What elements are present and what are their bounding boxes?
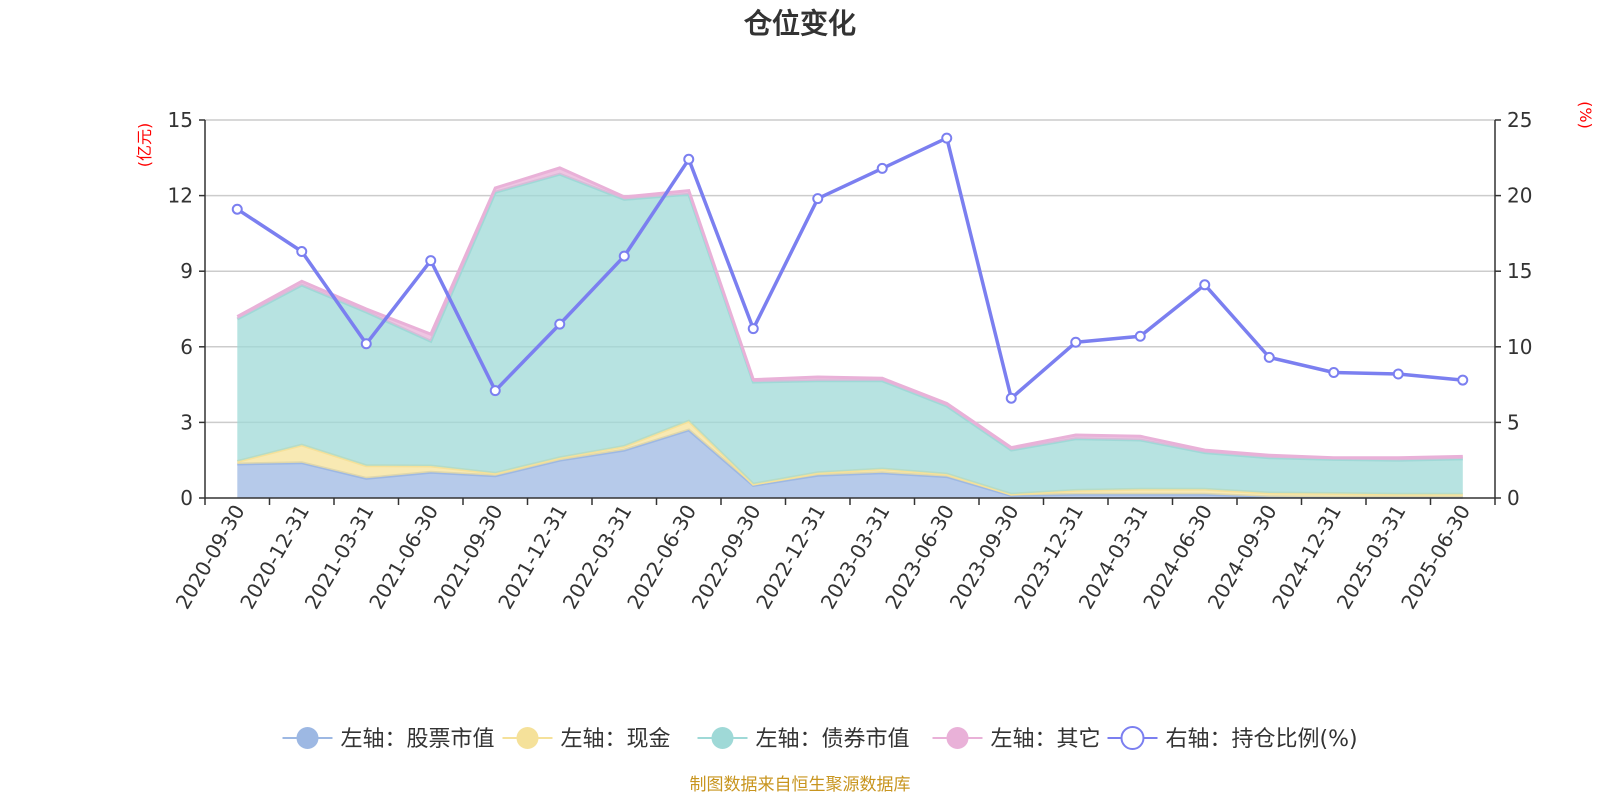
- right-tick-label: 20: [1507, 184, 1532, 208]
- right-tick-label: 15: [1507, 259, 1532, 283]
- legend-swatch-marker: [296, 727, 319, 749]
- left-tick-label: 6: [180, 335, 193, 359]
- ratio-point: [1070, 336, 1082, 348]
- ratio-point: [618, 250, 630, 262]
- left-tick-label: 3: [180, 410, 193, 434]
- right-tick-label: 0: [1507, 486, 1520, 510]
- ratio-point: [683, 153, 695, 165]
- ratio-point: [231, 203, 243, 215]
- left-tick-label: 0: [180, 486, 193, 510]
- legend-label: 左轴：债券市值: [756, 727, 910, 752]
- right-tick-label: 10: [1507, 335, 1532, 359]
- ratio-point: [1199, 279, 1211, 291]
- ratio-point: [1263, 351, 1275, 363]
- ratio-point: [360, 338, 372, 350]
- right-tick-label: 5: [1507, 410, 1520, 434]
- left-tick-label: 9: [180, 259, 193, 283]
- ratio-line: [236, 136, 1463, 400]
- legend-swatch-marker: [516, 727, 539, 749]
- right-tick-label: 25: [1507, 108, 1532, 132]
- source-note: 制图数据来自恒生聚源数据库: [690, 775, 911, 795]
- left-axis-unit: (亿元): [135, 123, 154, 168]
- area-series-edge-3: [236, 166, 1463, 460]
- ratio-point: [425, 255, 437, 267]
- area-series-0: [237, 430, 1463, 498]
- x-tick-label: 2025-06-30: [1396, 501, 1475, 614]
- legend-label: 右轴：持仓比例(%): [1166, 727, 1358, 752]
- ratio-point: [1134, 330, 1146, 342]
- legend-item-3: 左轴：其它: [932, 727, 1101, 752]
- left-tick-label: 15: [168, 108, 193, 132]
- legend-item-4: 右轴：持仓比例(%): [1107, 726, 1358, 752]
- ratio-point: [876, 162, 888, 174]
- legend-label: 左轴：股票市值: [341, 727, 495, 752]
- ratio-line-layer: [231, 132, 1469, 404]
- legend-swatch-marker: [946, 727, 969, 749]
- ratio-point: [489, 385, 501, 397]
- ratio-point: [1392, 368, 1404, 380]
- ratio-point: [941, 132, 953, 144]
- legend-item-0: 左轴：股票市值: [282, 727, 495, 752]
- right-axis-unit: (%): [1576, 101, 1595, 129]
- legend-swatch-marker: [1120, 726, 1145, 750]
- chart-title: 仓位变化: [744, 7, 856, 40]
- ratio-point: [1005, 392, 1017, 404]
- area-series-2: [237, 174, 1463, 495]
- ratio-point: [554, 318, 566, 330]
- legend-label: 左轴：现金: [561, 727, 671, 752]
- ratio-point: [747, 323, 759, 335]
- legend-swatch-marker: [711, 727, 734, 749]
- legend: 左轴：股票市值 左轴：现金 左轴：债券市值 左轴：其它 右轴：持仓比例(%): [282, 726, 1358, 752]
- legend-item-2: 左轴：债券市值: [697, 727, 910, 752]
- ratio-point: [812, 193, 824, 205]
- ratio-point: [1457, 374, 1469, 386]
- ratio-point: [1328, 367, 1340, 379]
- legend-item-1: 左轴：现金: [502, 727, 671, 752]
- legend-label: 左轴：其它: [991, 727, 1101, 752]
- ratio-point: [296, 246, 308, 258]
- plot-area: [236, 166, 1463, 499]
- left-tick-label: 12: [168, 184, 193, 208]
